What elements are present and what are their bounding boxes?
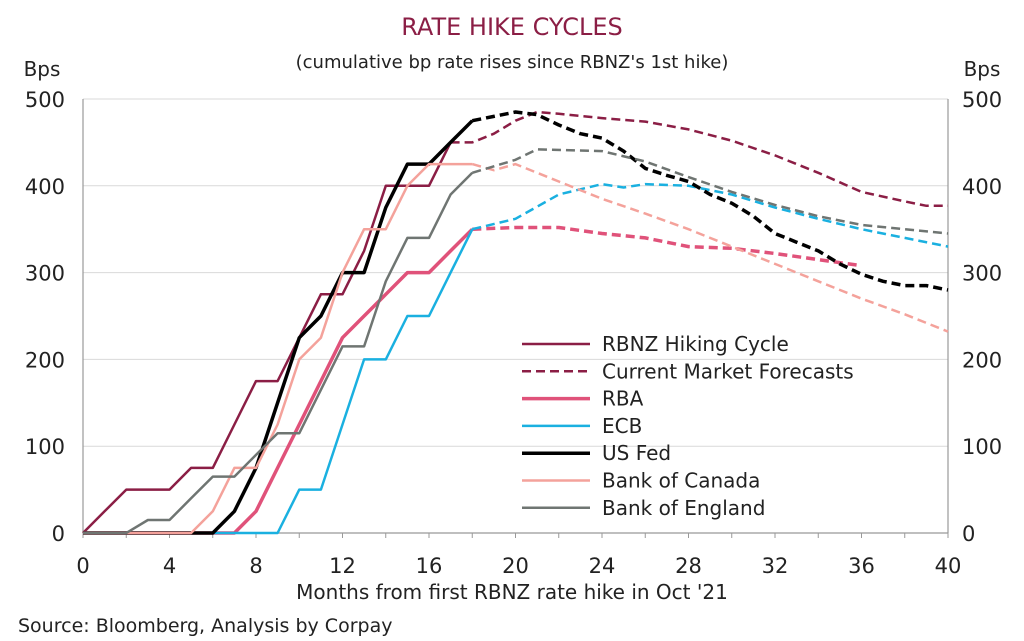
- x-tick-label: 32: [762, 554, 789, 578]
- series-line-bank-of-england: [83, 171, 474, 535]
- x-tick-label: 16: [416, 554, 443, 578]
- x-tick-label: 12: [329, 554, 356, 578]
- y-tick-label-left: 0: [52, 522, 65, 546]
- y-tick-label-right: 100: [962, 435, 1002, 459]
- x-tick-label: 28: [675, 554, 702, 578]
- series-line-bank-of-canada: [83, 162, 473, 535]
- chart-subtitle: (cumulative bp rate rises since RBNZ's 1…: [296, 52, 729, 73]
- series-lines: [82, 110, 949, 535]
- legend-label-bank-of-canada: Bank of Canada: [602, 469, 760, 493]
- x-tick-label: 0: [76, 554, 89, 578]
- legend-label-current-market-forecasts: Current Market Forecasts: [602, 359, 854, 383]
- x-tick-label: 40: [935, 554, 962, 578]
- series-line-rba-forecast: [472, 225, 862, 268]
- legend: RBNZ Hiking Cycle Current Market Forecast…: [522, 332, 854, 520]
- source-note: Source: Bloomberg, Analysis by Corpay: [18, 615, 392, 637]
- y-axis-label-left: Bps: [24, 57, 61, 81]
- legend-label-rbnz-hiking-cycle: RBNZ Hiking Cycle: [602, 332, 789, 356]
- y-tick-label-left: 400: [25, 175, 65, 199]
- legend-label-rba: RBA: [602, 387, 644, 411]
- series-line-us-fed: [83, 119, 474, 535]
- x-tick-label: 24: [589, 554, 616, 578]
- y-tick-label-right: 300: [962, 262, 1002, 286]
- series-line-ecb-forecast: [472, 182, 949, 248]
- x-tick-label: 20: [502, 554, 529, 578]
- x-tick-label: 8: [249, 554, 262, 578]
- y-tick-label-left: 300: [25, 262, 65, 286]
- legend-label-bank-of-england: Bank of England: [602, 496, 765, 520]
- series-line-bank-of-england-forecast: [471, 148, 949, 235]
- y-tick-label-right: 400: [962, 175, 1002, 199]
- series-line-rba: [83, 227, 474, 535]
- y-tick-label-left: 200: [25, 348, 65, 372]
- x-axis-label: Months from first RBNZ rate hike in Oct …: [296, 580, 728, 604]
- legend-label-us-fed: US Fed: [602, 441, 671, 465]
- y-tick-label-right: 0: [962, 522, 975, 546]
- y-axis-label-right: Bps: [964, 57, 1001, 81]
- legend-label-ecb: ECB: [602, 414, 642, 438]
- y-tick-label-right: 200: [962, 348, 1002, 372]
- gridlines: [83, 98, 948, 447]
- series-line-current-market-forecasts: [450, 110, 948, 208]
- x-tick-label: 36: [848, 554, 875, 578]
- series-line-us-fed-forecast: [471, 110, 949, 292]
- chart-title: RATE HIKE CYCLES: [401, 13, 623, 41]
- y-tick-label-left: 100: [25, 435, 65, 459]
- y-tick-label-right: 500: [962, 88, 1002, 112]
- x-tick-label: 4: [163, 554, 176, 578]
- series-line-bank-of-canada-forecast: [471, 162, 949, 333]
- series-line-ecb: [83, 228, 474, 535]
- y-tick-label-left: 500: [25, 88, 65, 112]
